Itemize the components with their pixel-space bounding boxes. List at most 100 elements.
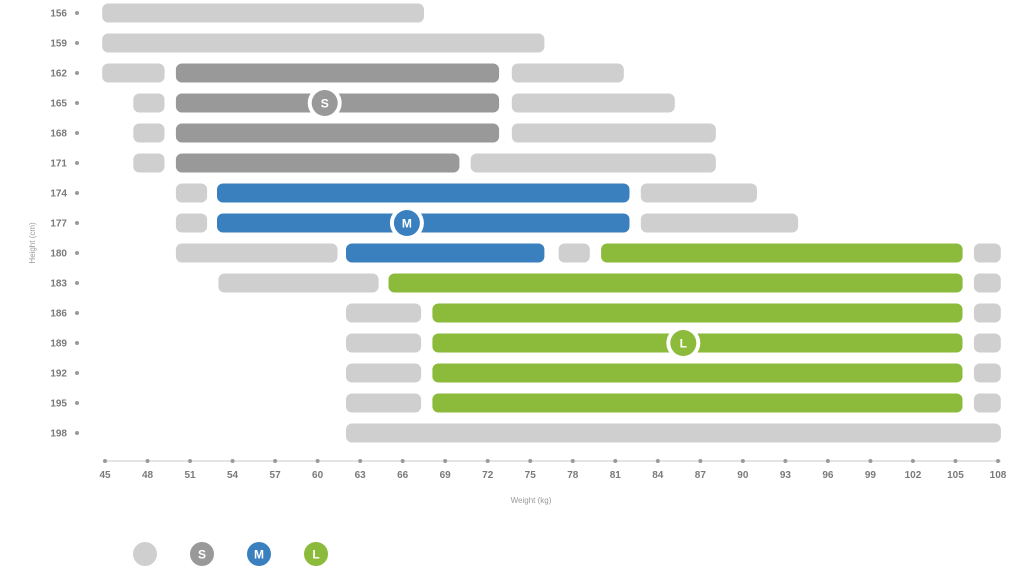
bar-180-m-1 [346, 243, 545, 263]
bar-171-none-0 [133, 153, 165, 173]
y-tick-dot [75, 191, 79, 195]
legend-item-m: M [247, 542, 271, 566]
bar-159-none-0 [102, 33, 545, 53]
x-tick-dot [230, 459, 235, 463]
x-tick-label: 69 [440, 470, 452, 481]
y-tick-label: 183 [50, 279, 67, 290]
x-tick-label: 93 [780, 470, 792, 481]
bar-189-none-0 [346, 333, 422, 353]
bar-195-none-2 [973, 393, 1001, 413]
x-tick-dot [145, 459, 150, 463]
x-tick-label: 72 [482, 470, 494, 481]
x-tick-dot [953, 459, 958, 463]
marker-dot [393, 210, 420, 236]
legend-label: S [198, 548, 206, 562]
bar-165-none-0 [133, 93, 165, 113]
bar-165-none-2 [511, 93, 675, 113]
x-tick-label: 75 [525, 470, 537, 481]
marker-m: M [389, 206, 424, 240]
bar-156-none-0 [102, 3, 424, 23]
x-tick-dot [655, 459, 660, 463]
marker-dot [311, 90, 338, 116]
bar-189-none-2 [973, 333, 1001, 353]
y-tick-dot [75, 311, 79, 315]
bar-180-l-3 [601, 243, 963, 263]
bar-162-s-1 [175, 63, 500, 83]
x-tick-dot [273, 459, 278, 463]
y-tick-label: 177 [50, 219, 67, 230]
x-tick-dot [570, 459, 575, 463]
y-axis: 156 159 162 165 168 171 174 177 180 183 186 189 192 1… [50, 9, 79, 440]
bar-171-s-1 [175, 153, 460, 173]
y-tick-label: 180 [50, 249, 67, 260]
bar-162-none-2 [511, 63, 624, 83]
y-tick-label: 198 [50, 429, 67, 440]
x-tick-dot [868, 459, 873, 463]
y-tick-label: 165 [50, 99, 67, 110]
y-tick-label: 174 [50, 189, 67, 200]
marker-label: S [321, 97, 329, 111]
x-tick-label: 96 [822, 470, 834, 481]
bar-198-none-0 [346, 423, 1001, 443]
y-tick-dot [75, 371, 79, 375]
bar-183-none-2 [973, 273, 1001, 293]
x-tick-label: 63 [355, 470, 367, 481]
y-tick-dot [75, 281, 79, 285]
bar-195-none-0 [346, 393, 422, 413]
size-markers: S M L [307, 86, 701, 360]
y-tick-dot [75, 431, 79, 435]
marker-label: M [402, 217, 412, 231]
x-tick-dot [315, 459, 320, 463]
x-tick-dot [358, 459, 363, 463]
x-tick-label: 81 [610, 470, 622, 481]
bar-183-none-0 [218, 273, 379, 293]
bar-192-none-2 [973, 363, 1001, 383]
bar-183-l-1 [388, 273, 963, 293]
bar-180-none-2 [558, 243, 590, 263]
bar-186-none-0 [346, 303, 422, 323]
legend-label: L [312, 548, 319, 562]
x-tick-label: 105 [947, 470, 964, 481]
x-tick-dot [740, 459, 745, 463]
x-tick-label: 51 [184, 470, 196, 481]
y-tick-dot [75, 131, 79, 135]
y-tick-dot [75, 341, 79, 345]
bars-layer [102, 3, 1001, 443]
y-tick-label: 192 [50, 369, 67, 380]
y-tick-label: 186 [50, 309, 67, 320]
legend-item-none [133, 542, 157, 566]
bar-177-none-2 [640, 213, 799, 233]
x-tick-dot [996, 459, 1000, 463]
y-tick-label: 195 [50, 399, 67, 410]
y-tick-label: 159 [50, 39, 67, 50]
legend-swatch [304, 542, 328, 566]
x-tick-label: 78 [567, 470, 579, 481]
bar-174-m-1 [217, 183, 630, 203]
y-tick-label: 156 [50, 9, 67, 20]
y-tick-dot [75, 11, 79, 15]
bar-186-l-1 [432, 303, 963, 323]
x-tick-label: 48 [142, 470, 154, 481]
marker-dot [670, 330, 697, 356]
bar-168-s-1 [175, 123, 500, 143]
bar-174-none-2 [640, 183, 757, 203]
x-tick-dot [485, 459, 490, 463]
y-tick-dot [75, 101, 79, 105]
x-tick-label: 87 [695, 470, 707, 481]
x-tick-label: 99 [865, 470, 877, 481]
bar-192-l-1 [432, 363, 963, 383]
x-tick-dot [910, 459, 915, 463]
bar-180-none-0 [175, 243, 338, 263]
x-axis-title: Weight (kg) [511, 496, 552, 505]
y-axis-title: Height (cm) [28, 222, 37, 264]
y-tick-label: 189 [50, 339, 67, 350]
x-tick-label: 66 [397, 470, 409, 481]
x-tick-dot [528, 459, 533, 463]
legend-swatch [247, 542, 271, 566]
y-tick-dot [75, 251, 79, 255]
y-tick-label: 171 [50, 159, 67, 170]
legend-label: M [254, 548, 264, 562]
x-tick-label: 90 [737, 470, 749, 481]
